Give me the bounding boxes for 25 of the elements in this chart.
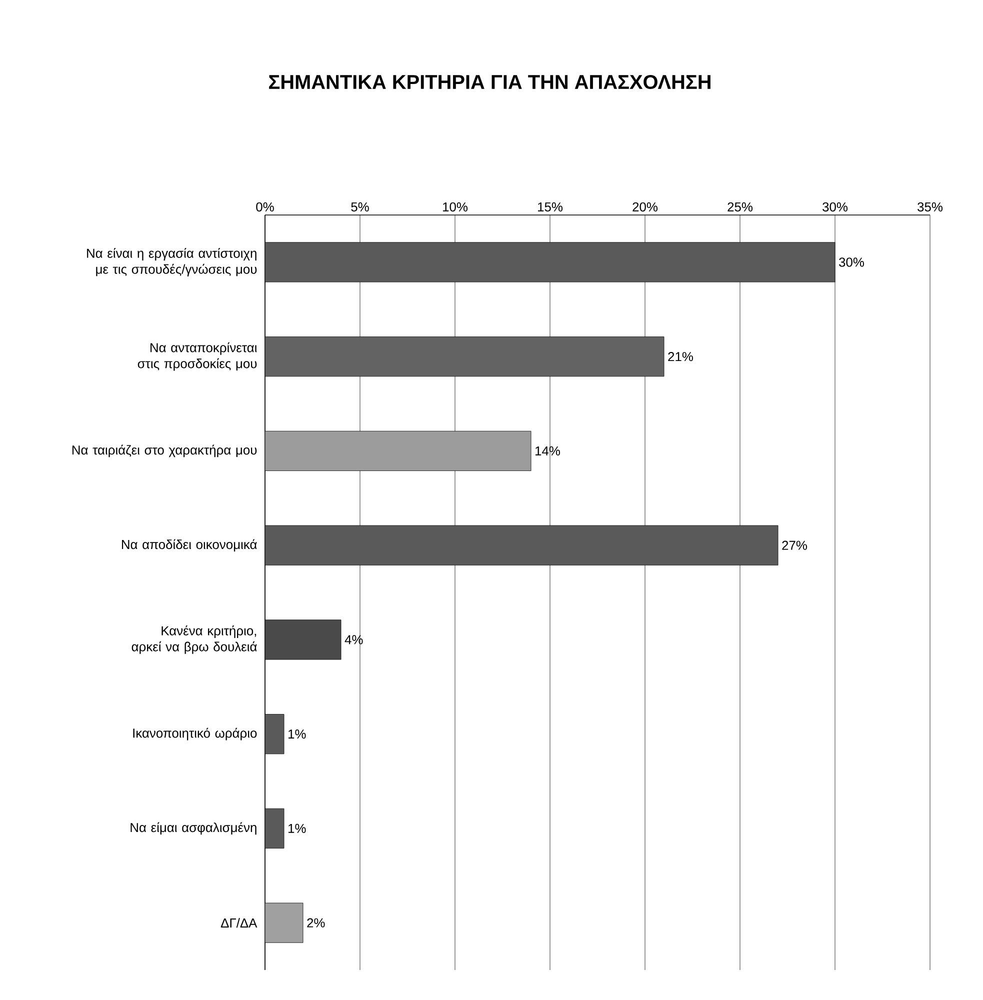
data-label: 4% [344,635,363,644]
data-label: 21% [668,352,693,362]
chart-title: ΣΗΜΑΝΤΙΚΑ ΚΡΙΤΗΡΙΑ ΓΙΑ ΤΗΝ ΑΠΑΣΧΟΛΗΣΗ [269,74,710,90]
x-tick-label: 15% [538,202,563,212]
data-label: 27% [782,540,807,550]
x-tick-label: 5% [351,202,369,212]
data-label: 14% [536,446,560,456]
data-label: 1% [288,730,306,739]
y-tick-label: Να είναι η εργασία αντίστοιχη με τις σπουδές/γνώσεις μου [87,248,257,276]
y-tick-label: ΔΓ/ΔΑ [220,918,258,928]
data-label: 1% [288,824,306,833]
y-tick-label: Να ανταποκρίνεται στις προσδοκίες μου [138,342,257,371]
data-label: 2% [307,918,325,928]
y-tick-label: Να αποδίδει οικονομικά [122,539,257,552]
x-tick-label: 30% [822,202,848,212]
x-tick-label: 0% [256,202,274,212]
y-tick-label: Να είμαι ασφαλισμένη [130,822,256,835]
x-tick-label: 25% [728,202,753,212]
x-tick-label: 20% [632,202,658,212]
x-tick-label: 35% [918,202,943,212]
x-tick-label: 10% [443,202,468,212]
data-label: 30% [839,258,864,267]
y-tick-label: Να ταιριάζει στο χαρακτήρα μου [72,444,257,458]
y-tick-label: Ικανοποιητικό ωράριο [133,728,257,740]
y-tick-label: Κανένα κριτήριο, αρκεί να βρω δουλειά [132,625,257,654]
